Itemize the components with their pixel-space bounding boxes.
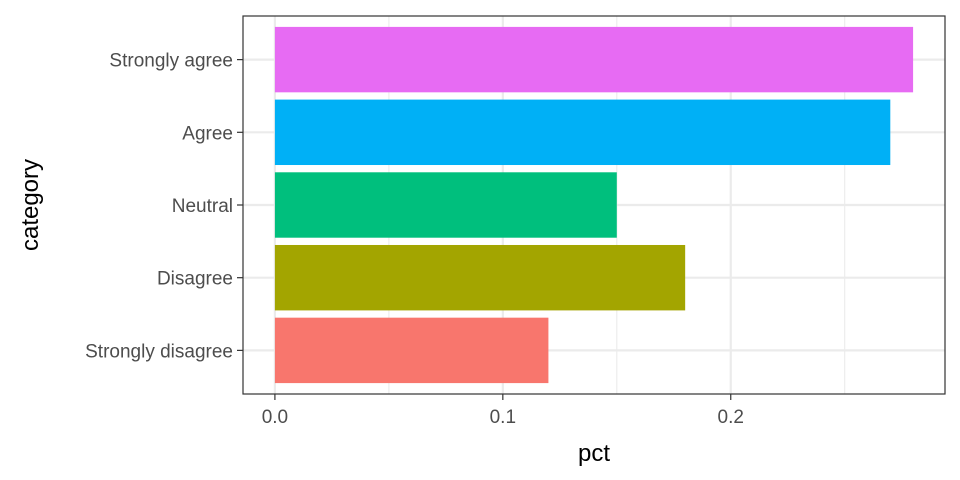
x-axis-title: pct (578, 440, 610, 467)
y-tick-label: Agree (182, 123, 233, 144)
bar (274, 99, 891, 166)
bars (274, 26, 914, 384)
bar (274, 317, 549, 384)
axis-ticks: Strongly disagree Disagree Neutral Agree Str… (85, 51, 744, 428)
x-tick-label: 0.0 (262, 407, 288, 428)
y-tick-label: Disagree (157, 269, 233, 290)
y-tick-label: Strongly disagree (85, 341, 233, 362)
y-tick-label: Neutral (172, 196, 233, 217)
y-tick-label: Strongly agree (109, 51, 233, 72)
y-axis-title: category (17, 159, 44, 251)
x-tick-label: 0.2 (718, 407, 744, 428)
x-tick-label: 0.1 (490, 407, 516, 428)
bar (274, 26, 914, 93)
bar (274, 172, 617, 238)
bar (274, 244, 686, 311)
